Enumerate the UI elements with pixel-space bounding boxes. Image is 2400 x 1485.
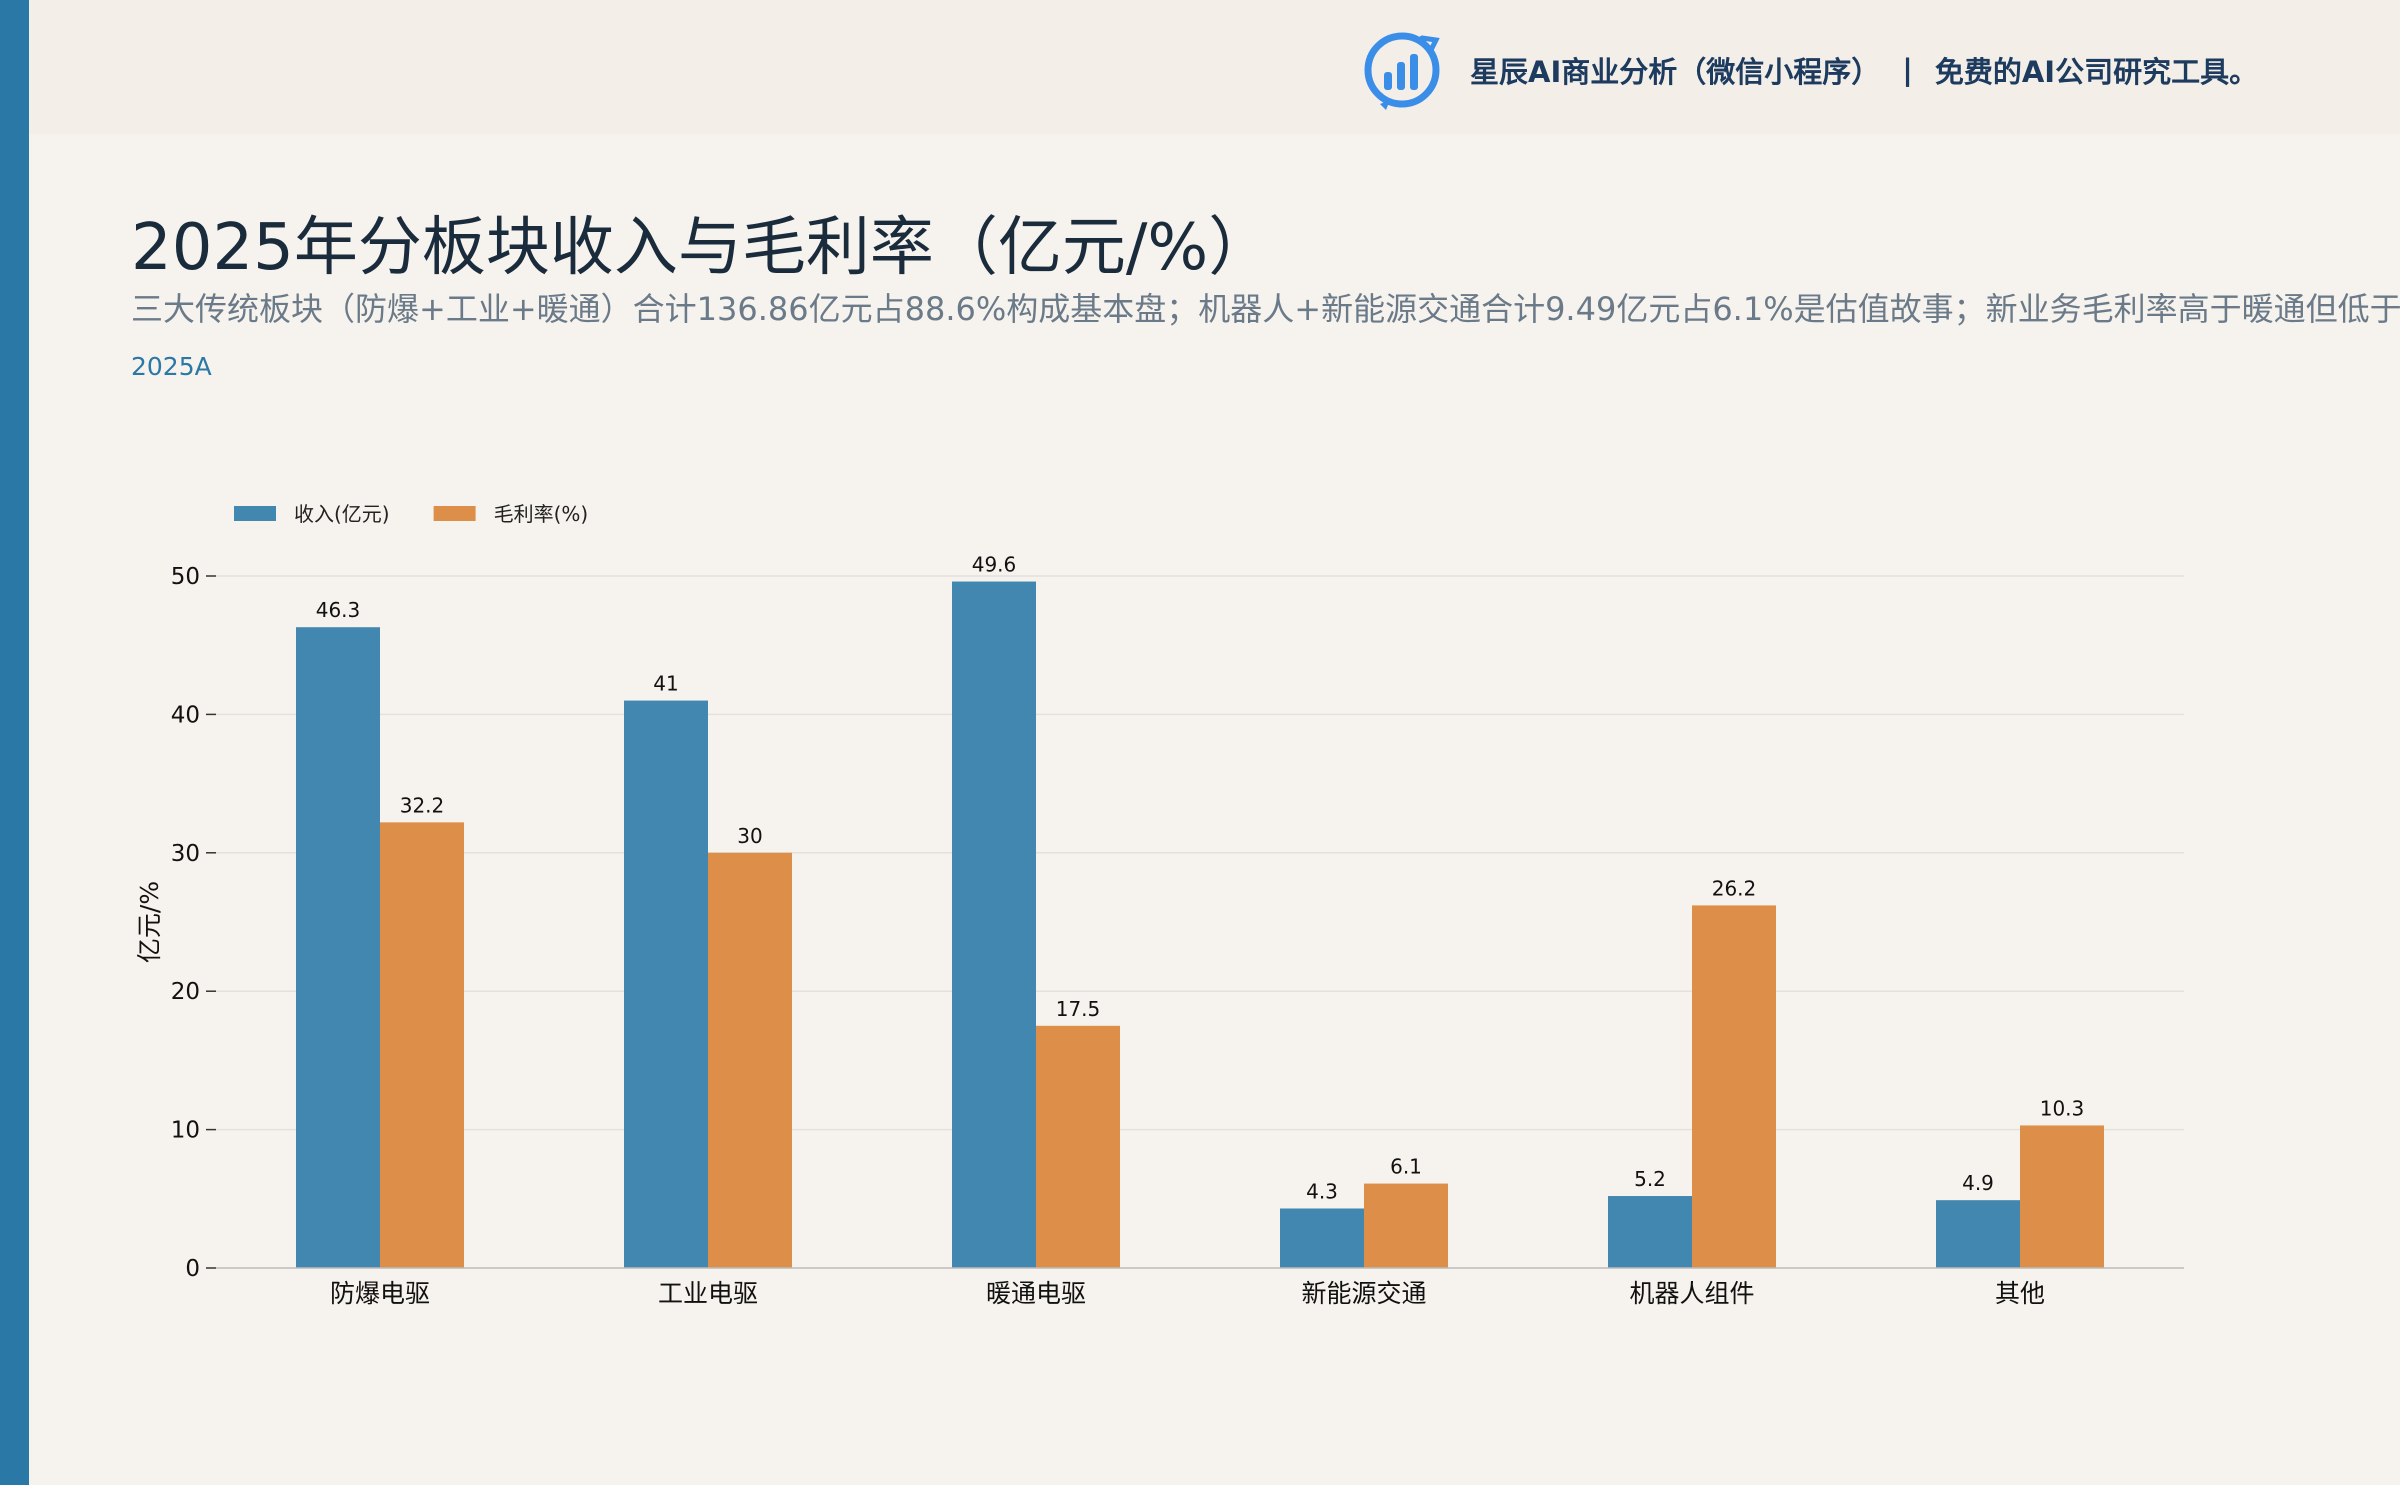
- header-bar: [29, 0, 2400, 134]
- legend: 收入(亿元) 毛利率(%): [234, 502, 588, 526]
- brand-name: 星辰AI商业分析（微信小程序）: [1470, 54, 1881, 89]
- data-label: 41: [653, 672, 678, 696]
- y-tick-label: 40: [171, 702, 200, 728]
- x-tick-label: 新能源交通: [1301, 1279, 1426, 1308]
- margin-bar: [1036, 1025, 1120, 1268]
- grid-lines: [216, 575, 2184, 1131]
- data-label: 4.9: [1962, 1171, 1994, 1195]
- data-label: 10.3: [2040, 1096, 2085, 1120]
- data-label: 30: [737, 824, 762, 848]
- data-label: 49.6: [972, 553, 1017, 577]
- x-tick-label: 其他: [1995, 1279, 2045, 1308]
- brand-separator: |: [1902, 52, 1913, 87]
- y-tick-label: 30: [171, 841, 200, 867]
- left-accent-stripe: [0, 0, 29, 1485]
- revenue-bar: [1280, 1208, 1364, 1268]
- margin-bar: [380, 822, 464, 1268]
- data-label: 26.2: [1712, 876, 1757, 900]
- legend-label-margin: 毛利率(%): [494, 502, 589, 526]
- margin-bar: [1364, 1183, 1448, 1268]
- brand-tagline: 免费的AI公司研究工具。: [1934, 54, 2259, 89]
- axes: 0 10 20 30 40 50 防爆电驱 工业电驱 暖通电驱 新能源交通 机器人组件 其他 亿元/%: [135, 564, 2184, 1308]
- revenue-bar: [952, 581, 1036, 1268]
- period-label: 2025A: [131, 352, 212, 381]
- x-tick-label: 暖通电驱: [986, 1279, 1086, 1308]
- y-tick-label: 20: [171, 979, 200, 1005]
- y-axis-label: 亿元/%: [135, 881, 164, 963]
- y-tick-label: 50: [171, 564, 200, 590]
- bars: 46.3 32.2 41 30 49.6 17.5 4.3 6.1 5.2 26.2 4.9 10.3: [296, 553, 2104, 1268]
- legend-swatch-revenue: [234, 506, 276, 521]
- legend-label-revenue: 收入(亿元): [294, 502, 390, 526]
- legend-swatch-margin: [433, 506, 476, 521]
- data-label: 32.2: [400, 793, 445, 817]
- revenue-bar: [296, 627, 380, 1268]
- margin-bar: [2020, 1125, 2104, 1268]
- x-tick-label: 防爆电驱: [330, 1279, 430, 1308]
- x-tick-label: 机器人组件: [1629, 1279, 1754, 1308]
- revenue-bar: [1936, 1200, 2020, 1268]
- y-tick-label: 10: [171, 1118, 200, 1144]
- data-label: 5.2: [1634, 1167, 1666, 1191]
- margin-bar: [1692, 905, 1776, 1268]
- revenue-bar: [1608, 1196, 1692, 1268]
- brand-block[interactable]: 星辰AI商业分析（微信小程序） | 免费的AI公司研究工具。: [1364, 22, 2258, 117]
- y-tick-label: 0: [185, 1256, 200, 1282]
- data-label: 6.1: [1390, 1155, 1422, 1179]
- page-subtitle: 三大传统板块（防爆+工业+暖通）合计136.86亿元占88.6%构成基本盘；机器…: [131, 290, 2400, 328]
- chart-logo-icon: [1364, 32, 1440, 110]
- x-tick-label: 工业电驱: [658, 1279, 758, 1308]
- data-label: 17.5: [1056, 997, 1101, 1021]
- revenue-bar: [624, 700, 708, 1268]
- data-label: 46.3: [316, 598, 361, 622]
- page-title: 2025年分板块收入与毛利率（亿元/%）: [131, 211, 1273, 285]
- data-label: 4.3: [1306, 1179, 1338, 1203]
- margin-bar: [708, 852, 792, 1268]
